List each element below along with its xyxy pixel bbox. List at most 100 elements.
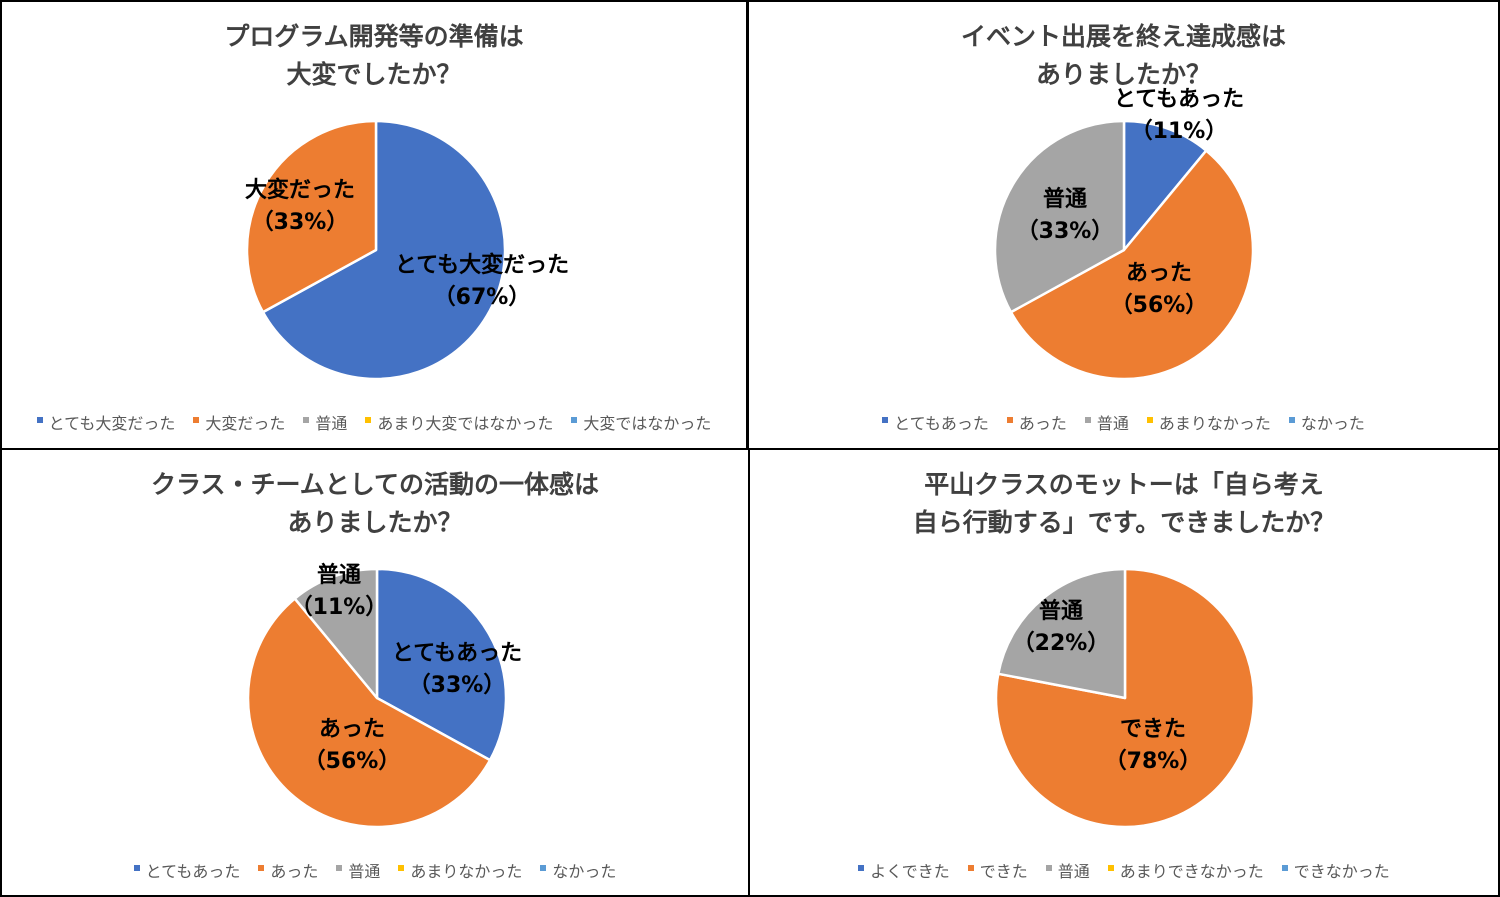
data-label-percent: （33%） <box>409 673 506 698</box>
pie-slice <box>375 567 508 762</box>
data-label-category: とてもあった <box>392 641 522 666</box>
legend-item: 大変ではなかった <box>571 410 711 434</box>
legend-marker <box>1107 865 1114 871</box>
chart-panel-1: プログラム開発等の準備は 大変でしたか？ とても大変だった （67%） 大変だった （33… <box>0 0 748 450</box>
data-label-category: 普通 <box>317 562 361 588</box>
legend-label: 普通 <box>1057 862 1090 881</box>
chart-title-line: プログラム開発等の準備は <box>224 22 524 51</box>
data-label-percent: （22%） <box>1013 631 1110 656</box>
chart-legend: とてもあった あった 普通 あまりなかった なかった <box>749 410 1498 434</box>
legend-item: あまりできなかった <box>1107 858 1264 882</box>
legend-marker <box>1288 417 1295 423</box>
legend-marker <box>1045 865 1052 871</box>
chart-panel-4: 平山クラスのモットーは「自ら考え 自ら行動する」です。できましたか？ できた （78%… <box>748 448 1500 897</box>
legend-marker <box>303 417 310 423</box>
chart-panel-3: クラス・チームとしての活動の一体感は ありましたか？ とてもあった （33%） あった （… <box>0 448 750 897</box>
chart-title-line: 大変でしたか？ <box>286 60 462 89</box>
legend-item: とてもあった <box>882 410 989 434</box>
chart-legend: よくできた できた 普通 あまりできなかった できなかった <box>750 858 1498 882</box>
legend-item: できた <box>967 858 1028 882</box>
legend-item: あった <box>1006 410 1067 434</box>
legend-label: 大変ではなかった <box>583 414 712 433</box>
chart-legend: とてもあった あった 普通 あまりなかった なかった <box>2 858 748 882</box>
legend-label: あまりできなかった <box>1119 862 1264 881</box>
legend-item: 大変だった <box>193 410 285 434</box>
chart-title-line: 自ら行動する」です。できましたか？ <box>912 508 1336 537</box>
legend-item: できなかった <box>1281 858 1390 882</box>
legend-marker <box>967 865 974 871</box>
legend-marker <box>540 865 547 871</box>
data-label-percent: （33%） <box>252 210 349 235</box>
chart-legend: とても大変だった 大変だった 普通 あまり大変ではなかった 大変ではなかった <box>2 410 746 434</box>
legend-label: とてもあった <box>145 862 241 881</box>
legend-label: あまり大変ではなかった <box>377 414 554 433</box>
legend-label: 大変だった <box>205 414 286 433</box>
legend-label: とても大変だった <box>48 414 176 433</box>
legend-marker <box>398 865 405 871</box>
chart-title-line: ありましたか？ <box>1035 60 1211 89</box>
legend-label: あまりなかった <box>410 862 523 881</box>
legend-item: なかった <box>540 858 616 882</box>
legend-item: なかった <box>1288 410 1365 434</box>
legend-label: とてもあった <box>894 414 989 433</box>
legend-item: あった <box>258 858 318 882</box>
chart-title: プログラム開発等の準備は 大変でしたか？ <box>2 18 746 94</box>
data-label-percent: （67%） <box>434 285 531 310</box>
pie-slice <box>1009 149 1255 381</box>
legend-marker <box>258 865 265 871</box>
legend-label: 普通 <box>1096 414 1129 433</box>
pie-chart: できた （78%） 普通 （22%） <box>994 567 1256 829</box>
legend-item: 普通 <box>1084 410 1129 434</box>
data-label-percent: （56%） <box>1111 293 1208 318</box>
legend-label: できなかった <box>1293 862 1390 881</box>
pie-slice <box>245 119 378 314</box>
pie-chart: とても大変だった （67%） 大変だった （33%） <box>245 119 569 381</box>
pie-chart: とてもあった （11%） あった （56%） 普通 （33%） <box>993 87 1255 381</box>
data-label-category: あった <box>319 717 385 742</box>
chart-title-line: クラス・チームとしての活動の一体感は <box>150 470 599 499</box>
legend-item: よくできた <box>858 858 950 882</box>
legend-label: なかった <box>552 862 617 881</box>
pie-slice <box>993 119 1126 314</box>
legend-label: 普通 <box>348 862 381 881</box>
data-label-percent: （78%） <box>1105 749 1202 774</box>
legend-item: あまり大変ではなかった <box>365 410 553 434</box>
legend-label: よくできた <box>870 862 950 881</box>
pie-slice <box>261 119 507 381</box>
data-label-percent: （11%） <box>1131 119 1228 144</box>
legend-marker <box>1146 417 1153 423</box>
chart-title-line: イベント出展を終え達成感は <box>960 22 1286 51</box>
data-label-percent: （33%） <box>1017 219 1114 244</box>
legend-marker <box>193 417 200 423</box>
legend-marker <box>36 417 43 423</box>
legend-label: あまりなかった <box>1158 414 1271 433</box>
chart-title: 平山クラスのモットーは「自ら考え 自ら行動する」です。できましたか？ <box>750 466 1498 542</box>
chart-title: クラス・チームとしての活動の一体感は ありましたか？ <box>2 466 748 542</box>
legend-marker <box>133 865 140 871</box>
legend-item: 普通 <box>303 410 347 434</box>
pie-slice <box>246 597 492 829</box>
data-label-percent: （11%） <box>291 595 388 620</box>
legend-marker <box>1281 865 1288 871</box>
chart-title-line: 平山クラスのモットーは「自ら考え <box>924 470 1324 499</box>
data-label-category: とてもあった <box>1114 87 1244 112</box>
data-label-category: 普通 <box>1043 186 1087 212</box>
legend-label: あった <box>1018 414 1067 433</box>
legend-marker <box>882 417 889 423</box>
data-label-category: あった <box>1126 261 1192 286</box>
data-label-category: できた <box>1120 717 1186 742</box>
data-label-category: 大変だった <box>245 177 355 203</box>
legend-item: あまりなかった <box>1146 410 1271 434</box>
data-label-category: とても大変だった <box>395 252 569 278</box>
chart-title: イベント出展を終え達成感は ありましたか？ <box>749 18 1498 94</box>
legend-item: あまりなかった <box>398 858 522 882</box>
legend-item: 普通 <box>1045 858 1090 882</box>
data-label-category: 普通 <box>1039 598 1083 624</box>
legend-label: 普通 <box>315 414 348 433</box>
chart-title-line: ありましたか？ <box>287 508 463 537</box>
legend-label: あった <box>270 862 319 881</box>
legend-marker <box>571 417 578 423</box>
legend-marker <box>858 865 865 871</box>
chart-panel-2: イベント出展を終え達成感は ありましたか？ とてもあった （11%） あった （56%）普… <box>747 0 1500 450</box>
